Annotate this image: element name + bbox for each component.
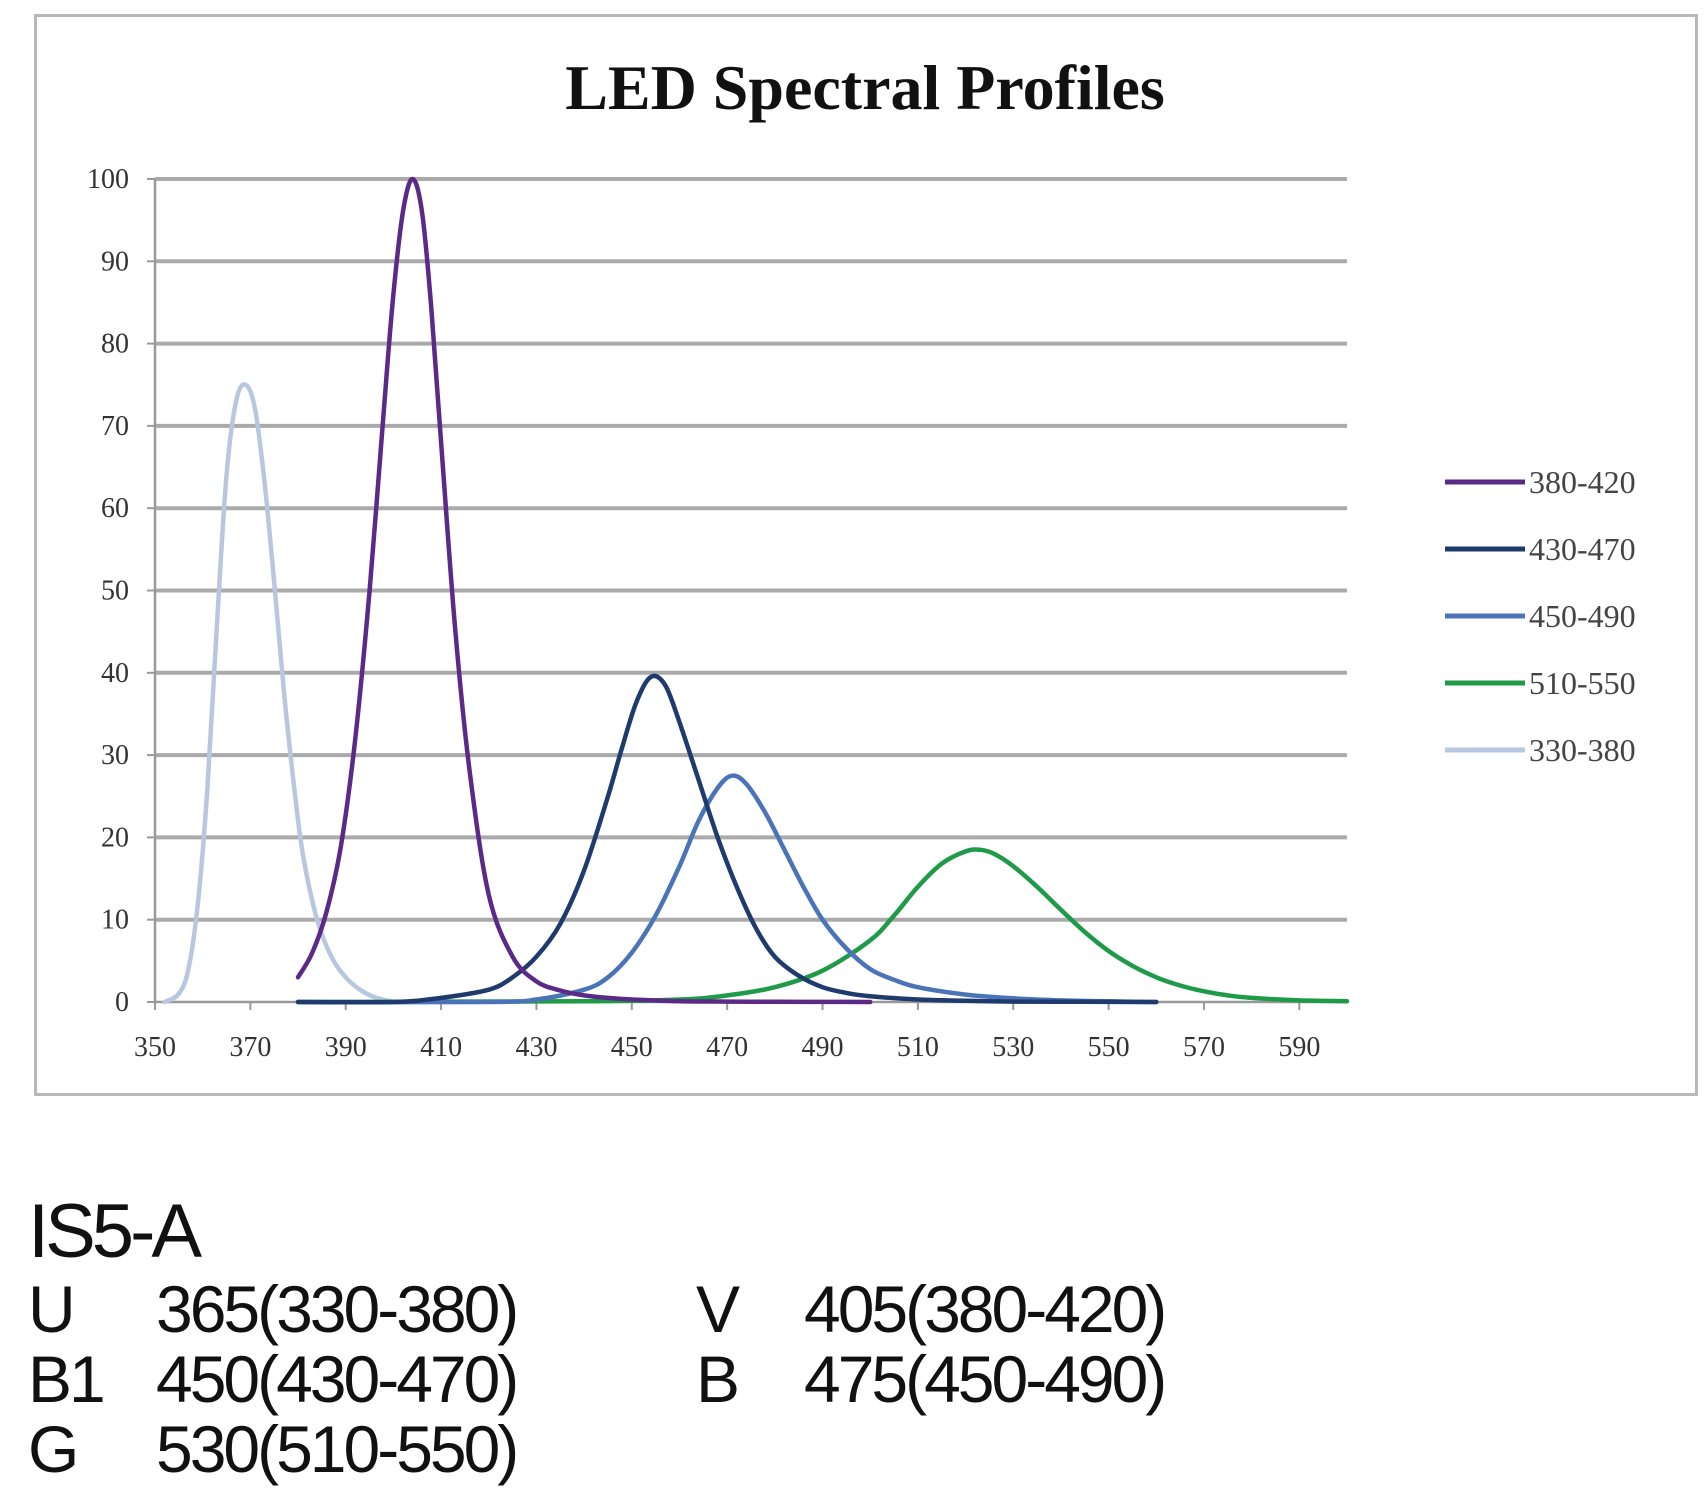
x-tick-label: 530 <box>992 1032 1034 1063</box>
y-tick-label: 0 <box>115 987 129 1018</box>
led-spec: 475(450-490) <box>804 1342 1167 1416</box>
x-tick-label: 570 <box>1183 1032 1225 1063</box>
led-code: G <box>28 1412 79 1486</box>
y-tick-label: 40 <box>101 658 129 689</box>
legend-label: 510-550 <box>1529 665 1636 701</box>
x-tick-label: 590 <box>1278 1032 1320 1063</box>
y-tick-label: 90 <box>101 246 129 277</box>
series-line-510-550 <box>295 847 1350 1005</box>
series-line-450-490 <box>295 773 1159 1005</box>
grid-lines <box>155 177 1347 922</box>
led-spec: 530(510-550) <box>156 1412 519 1486</box>
x-tick-label: 370 <box>229 1032 271 1063</box>
led-code: U <box>28 1272 76 1346</box>
led-row: B1 450(430-470) B 475(450-490) <box>28 1344 1328 1414</box>
legend: 380-420 430-470 450-490 510-550 330-380 <box>1445 464 1636 768</box>
led-row: G 530(510-550) <box>28 1414 1328 1484</box>
y-tick-label: 70 <box>101 411 129 442</box>
y-tick-label: 60 <box>101 493 129 524</box>
y-tick-label: 10 <box>101 905 129 936</box>
led-code: B <box>696 1342 740 1416</box>
x-tick-label: 510 <box>897 1032 939 1063</box>
legend-label: 380-420 <box>1529 464 1636 500</box>
led-spec: 405(380-420) <box>804 1272 1167 1346</box>
x-tick-label: 490 <box>802 1032 844 1063</box>
axes: 0 10 20 30 40 50 60 70 80 90 100 350 370 390 410 430 450… <box>87 164 1347 1063</box>
y-tick-label: 80 <box>101 329 129 360</box>
led-spectral-chart: LED Spectral Profiles 0 10 20 30 40 50 60 70 80 9… <box>87 52 1636 1063</box>
x-tick-label: 410 <box>420 1032 462 1063</box>
x-tick-label: 470 <box>706 1032 748 1063</box>
legend-label: 330-380 <box>1529 732 1636 768</box>
y-tick-label: 30 <box>101 740 129 771</box>
y-tick-label: 50 <box>101 576 129 607</box>
series-lines <box>162 176 1350 1005</box>
x-tick-label: 450 <box>611 1032 653 1063</box>
legend-label: 450-490 <box>1529 598 1636 634</box>
led-row: U 365(330-380) V 405(380-420) <box>28 1274 1328 1344</box>
chart-frame: LED Spectral Profiles 0 10 20 30 40 50 60 70 80 9… <box>34 14 1698 1096</box>
led-code: V <box>696 1272 740 1346</box>
x-tick-label: 550 <box>1088 1032 1130 1063</box>
led-model-name: IS5-A <box>28 1189 202 1274</box>
x-tick-label: 390 <box>325 1032 367 1063</box>
series-line-330-380 <box>162 382 396 1005</box>
x-tick-label: 430 <box>515 1032 557 1063</box>
legend-label: 430-470 <box>1529 531 1636 567</box>
chart-title: LED Spectral Profiles <box>565 52 1165 123</box>
led-spec: 365(330-380) <box>156 1272 519 1346</box>
series-line-380-420 <box>295 176 873 1005</box>
y-tick-label: 20 <box>101 822 129 853</box>
led-info-block: IS5-A U 365(330-380) V 405(380-420) B1 4… <box>28 1189 1328 1485</box>
led-spec: 450(430-470) <box>156 1342 519 1416</box>
led-code: B1 <box>28 1342 106 1416</box>
y-tick-label: 100 <box>87 164 129 195</box>
x-tick-label: 350 <box>134 1032 176 1063</box>
